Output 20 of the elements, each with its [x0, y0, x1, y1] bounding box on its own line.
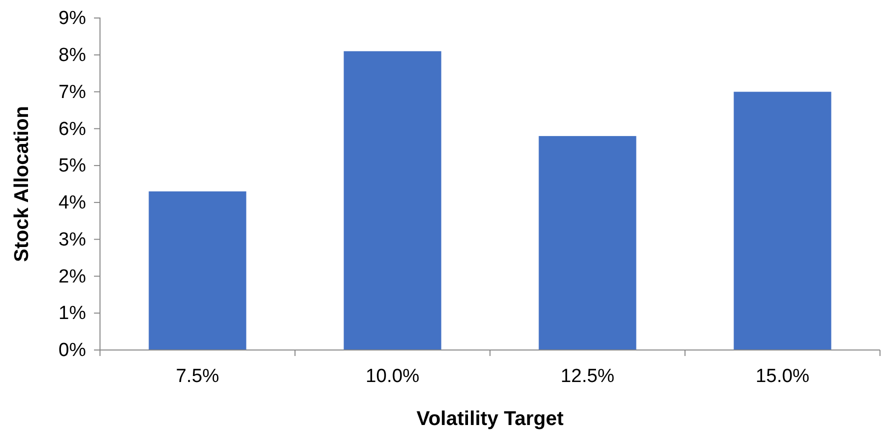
bar [538, 136, 636, 350]
bar [344, 51, 442, 350]
x-tick-label: 10.0% [366, 366, 420, 387]
y-tick-label: 9% [58, 8, 86, 30]
y-tick-label: 8% [58, 44, 86, 66]
x-tick-label: 15.0% [756, 366, 810, 387]
y-tick-label: 3% [58, 229, 86, 250]
y-axis-title: Stock Allocation [11, 106, 33, 262]
y-tick-label: 1% [58, 303, 86, 324]
y-tick-label: 5% [58, 156, 86, 177]
y-tick-label: 6% [58, 118, 86, 140]
bar [734, 92, 832, 350]
x-axis-title: Volatility Target [416, 408, 564, 430]
x-tick-label: 7.5% [176, 366, 220, 387]
y-tick-label: 0% [58, 340, 86, 362]
bar [148, 191, 246, 350]
y-tick-label: 4% [58, 192, 86, 214]
x-tick-label: 12.5% [560, 366, 615, 387]
y-tick-label: 2% [58, 266, 86, 288]
y-tick-label: 7% [58, 82, 86, 103]
